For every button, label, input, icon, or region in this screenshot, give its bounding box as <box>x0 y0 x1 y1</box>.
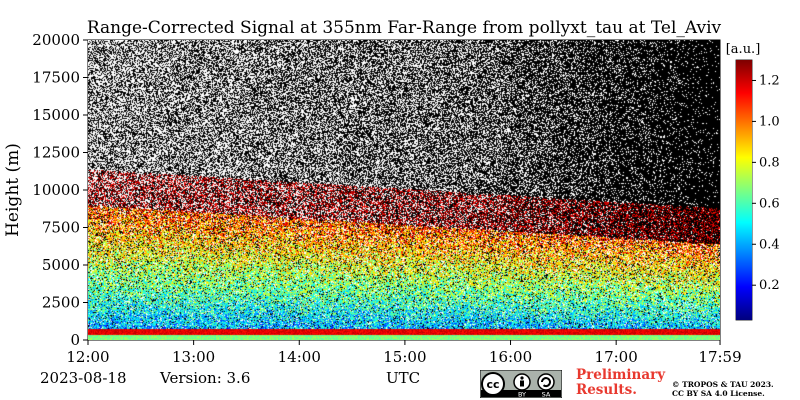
svg-text:BY: BY <box>518 391 526 399</box>
colorbar-tick-label: 0.4 <box>759 237 780 252</box>
y-tick-label: 0 <box>70 331 80 349</box>
y-tick-label: 5000 <box>42 256 80 274</box>
svg-text:SA: SA <box>542 391 551 399</box>
chart-title: Range-Corrected Signal at 355nm Far-Rang… <box>87 18 722 38</box>
x-tick-label: 12:00 <box>66 348 109 366</box>
colorbar-ticks: 0.2 0.4 0.6 0.8 1.0 1.2 <box>752 73 780 293</box>
y-tick-label: 17500 <box>32 69 80 87</box>
cc-by-sa-logo: cc BY SA <box>480 370 562 398</box>
colorbar-tick-label: 1.0 <box>759 114 780 129</box>
colorbar-tick-label: 1.2 <box>759 73 780 88</box>
y-tick-label: 7500 <box>42 219 80 237</box>
y-tick-label: 20000 <box>32 31 80 49</box>
colorbar-tick-label: 0.2 <box>759 278 780 293</box>
cc-icon <box>481 372 505 396</box>
y-tick-label: 12500 <box>32 144 80 162</box>
x-tick-label: 15:00 <box>383 348 426 366</box>
range-corrected-signal-heatmap <box>88 40 720 340</box>
version-label: Version: 3.6 <box>160 369 251 387</box>
preliminary-line1: Preliminary <box>576 367 666 383</box>
share-alike-icon <box>537 373 555 391</box>
colorbar <box>736 60 752 320</box>
x-tick-label: 17:00 <box>595 348 638 366</box>
colorbar-tick-label: 0.6 <box>759 196 780 211</box>
y-axis-label: Height (m) <box>3 143 23 237</box>
x-tick-label: 14:00 <box>278 348 321 366</box>
preliminary-line2: Results. <box>576 382 637 398</box>
utc-label: UTC <box>386 369 421 387</box>
copyright-notice: © TROPOS & TAU 2023. CC BY SA 4.0 Licens… <box>672 380 774 398</box>
y-axis-ticks: 0 2500 5000 7500 10000 12500 15000 17500 20000 <box>32 31 88 349</box>
y-tick-label: 15000 <box>32 106 80 124</box>
x-tick-label: 17:59 <box>698 348 741 366</box>
x-tick-label: 13:00 <box>172 348 215 366</box>
y-tick-label: 10000 <box>32 181 80 199</box>
preliminary-results-notice: Preliminary Results. <box>576 368 665 398</box>
colorbar-label: [a.u.] <box>726 42 761 57</box>
date-label: 2023-08-18 <box>40 369 127 387</box>
x-axis-ticks: 12:00 13:00 14:00 15:00 16:00 17:00 17:59 <box>66 340 742 366</box>
colorbar-tick-label: 0.8 <box>759 155 780 170</box>
x-tick-label: 16:00 <box>489 348 532 366</box>
svg-text:cc: cc <box>486 378 499 391</box>
copyright-line1: © TROPOS & TAU 2023. <box>672 380 774 389</box>
copyright-line2: CC BY SA 4.0 License. <box>672 389 765 398</box>
y-tick-label: 2500 <box>42 294 80 312</box>
